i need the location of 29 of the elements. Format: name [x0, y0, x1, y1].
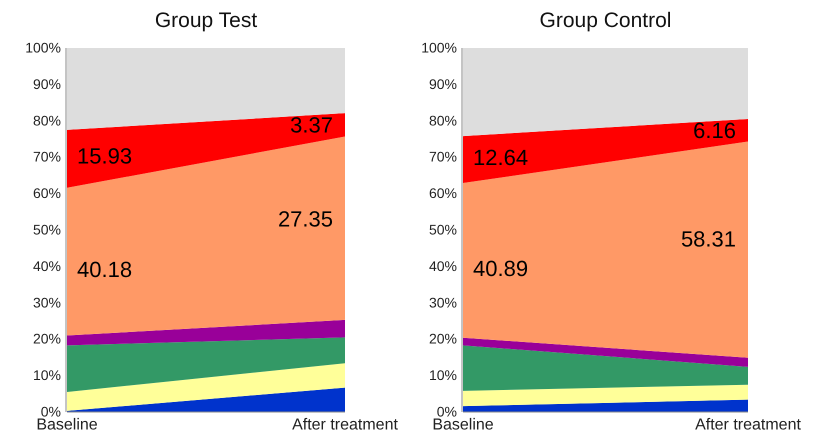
chart-title: Group Control	[540, 9, 672, 32]
y-tick-label: 20%	[32, 330, 61, 347]
chart-title: Group Test	[154, 9, 258, 32]
annotation: 58.31	[680, 226, 736, 252]
y-tick-label: 40%	[428, 258, 457, 274]
y-tick-label: 50%	[428, 221, 457, 238]
y-tick-label: 20%	[428, 330, 457, 347]
y-tick-label: 90%	[32, 76, 61, 92]
y-tick-label: 100%	[421, 39, 457, 56]
y-tick-label: 40%	[32, 258, 61, 274]
y-tick-label: 50%	[32, 221, 61, 238]
y-tick-label: 70%	[32, 148, 61, 165]
annotation: 3.37	[290, 112, 333, 138]
annotation: 40.89	[473, 256, 528, 281]
y-tick-label: 100%	[25, 39, 61, 56]
y-tick-label: 90%	[428, 76, 457, 92]
y-tick-label: 10%	[32, 367, 61, 384]
y-tick-label: 60%	[32, 185, 61, 202]
y-tick-label: 30%	[428, 294, 457, 310]
annotation: 6.16	[693, 118, 736, 143]
x-tick-label: After treatment	[695, 416, 802, 434]
y-tick-label: 80%	[428, 112, 457, 128]
y-tick-label: 10%	[428, 367, 457, 384]
y-tick-label: 60%	[428, 185, 457, 202]
y-tick-label: 30%	[32, 294, 61, 310]
y-tick-label: 80%	[32, 112, 61, 128]
y-tick-label: 70%	[428, 148, 457, 165]
annotation: 12.64	[473, 144, 528, 170]
x-tick-label: After treatment	[292, 416, 398, 434]
